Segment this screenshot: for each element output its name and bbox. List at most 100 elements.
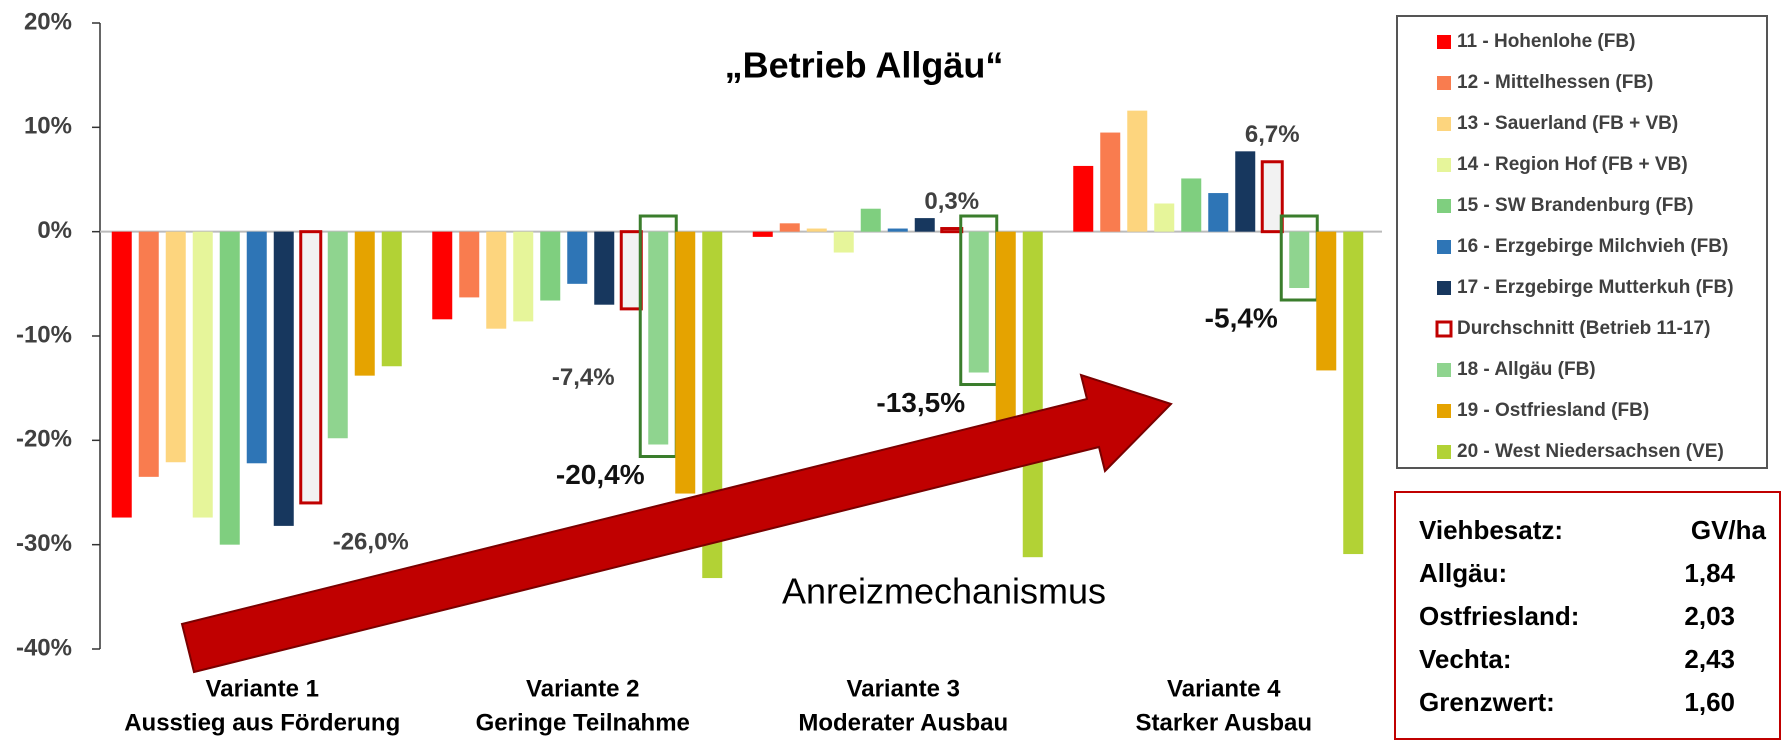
- bar: [1022, 231, 1043, 558]
- bar: [1260, 160, 1284, 234]
- y-tick-label: 0%: [37, 217, 72, 244]
- value-label: 0,3%: [924, 188, 979, 215]
- legend-label: 16 - Erzgebirge Milchvieh (FB): [1457, 236, 1728, 257]
- bar: [860, 208, 881, 232]
- value-label: -5,4%: [1205, 302, 1278, 333]
- bar: [833, 231, 854, 253]
- bar: [1316, 231, 1337, 371]
- y-tick-label: -30%: [16, 530, 72, 557]
- legend-swatch: [1437, 281, 1451, 295]
- x-tick-label: Variante 1: [206, 675, 319, 702]
- bar: [486, 231, 507, 329]
- x-tick-label: Ausstieg aus Förderung: [124, 709, 400, 736]
- legend-swatch: [1437, 240, 1451, 254]
- arrow: [180, 373, 1173, 674]
- bar: [111, 231, 132, 518]
- legend-swatch: [1437, 404, 1451, 418]
- bar: [1289, 231, 1310, 289]
- table-box: [1394, 491, 1781, 740]
- bar: [219, 231, 240, 545]
- x-tick-label: Moderater Ausbau: [798, 709, 1008, 736]
- bar: [192, 231, 213, 518]
- bar: [914, 218, 935, 232]
- y-tick-label: -20%: [16, 426, 72, 453]
- bar: [459, 231, 480, 298]
- table-cell: 1,60: [1684, 687, 1735, 717]
- y-tick-label: -10%: [16, 321, 72, 348]
- plot: [92, 22, 1382, 650]
- legend-label: 17 - Erzgebirge Mutterkuh (FB): [1457, 277, 1734, 298]
- bar: [940, 227, 964, 234]
- y-tick-label: -40%: [16, 634, 72, 661]
- bar: [1181, 178, 1202, 232]
- table-header: GV/ha: [1691, 515, 1767, 545]
- legend-swatch: [1437, 445, 1451, 459]
- bar: [1208, 193, 1229, 232]
- bar: [594, 231, 615, 305]
- x-tick-label: Variante 4: [1167, 675, 1281, 702]
- bar: [165, 231, 186, 463]
- bar: [648, 231, 669, 445]
- table-cell: 1,84: [1684, 558, 1735, 588]
- bar: [779, 223, 800, 232]
- table-header: Viehbesatz:: [1419, 515, 1563, 545]
- table-cell: 2,43: [1684, 644, 1735, 674]
- bar: [354, 231, 375, 376]
- bar: [1343, 231, 1364, 555]
- bar: [1235, 151, 1256, 232]
- table-cell: Allgäu:: [1419, 558, 1507, 588]
- bar: [540, 231, 561, 301]
- legend-swatch: [1437, 363, 1451, 377]
- bar: [513, 231, 534, 322]
- table-cell: Vechta:: [1419, 644, 1512, 674]
- value-label: -26,0%: [333, 528, 409, 555]
- table-cell: Ostfriesland:: [1419, 601, 1579, 631]
- bar: [138, 231, 159, 477]
- bar: [381, 231, 402, 367]
- bar: [619, 230, 643, 311]
- x-tick-label: Starker Ausbau: [1135, 709, 1312, 736]
- legend-swatch: [1437, 76, 1451, 90]
- bar: [246, 231, 267, 464]
- bar: [1073, 165, 1094, 232]
- bar: [327, 231, 348, 439]
- legend-swatch: [1437, 35, 1451, 49]
- legend-swatch: [1437, 158, 1451, 172]
- legend-box: [1396, 15, 1768, 469]
- legend-label: 11 - Hohenlohe (FB): [1457, 31, 1635, 52]
- y-tick-label: 10%: [24, 113, 72, 140]
- bar: [968, 231, 989, 373]
- x-tick-label: Variante 3: [847, 675, 960, 702]
- chart-title: „Betrieb Allgäu“: [725, 45, 1004, 86]
- x-tick-label: Variante 2: [526, 675, 639, 702]
- value-label: -7,4%: [552, 364, 615, 391]
- legend-swatch: [1437, 117, 1451, 131]
- legend-label: 20 - West Niedersachsen (VE): [1457, 441, 1724, 462]
- bar: [432, 231, 453, 320]
- bar: [1154, 203, 1175, 232]
- table-cell: 2,03: [1684, 601, 1735, 631]
- x-tick-label: Geringe Teilnahme: [476, 709, 690, 736]
- bar: [1100, 132, 1121, 232]
- legend-label: 15 - SW Brandenburg (FB): [1457, 195, 1693, 216]
- value-label: 6,7%: [1245, 121, 1300, 148]
- table-cell: Grenzwert:: [1419, 687, 1555, 717]
- bar: [299, 230, 323, 505]
- bar: [1127, 110, 1148, 232]
- bar: [567, 231, 588, 284]
- bar: [675, 231, 696, 494]
- bar: [752, 231, 773, 237]
- bar: [887, 228, 908, 232]
- value-label: -20,4%: [556, 459, 645, 490]
- legend-label: 12 - Mittelhessen (FB): [1457, 72, 1653, 93]
- bar: [273, 231, 294, 526]
- legend-label: 18 - Allgäu (FB): [1457, 359, 1596, 380]
- annotation: Anreizmechanismus: [782, 571, 1106, 612]
- value-label: -13,5%: [876, 387, 965, 418]
- legend-label: 14 - Region Hof (FB + VB): [1457, 154, 1688, 175]
- bar: [806, 228, 827, 232]
- bar: [995, 231, 1016, 434]
- legend-swatch: [1435, 320, 1453, 338]
- legend-label: Durchschnitt (Betrieb 11-17): [1457, 318, 1710, 339]
- y-tick-label: 20%: [24, 8, 72, 35]
